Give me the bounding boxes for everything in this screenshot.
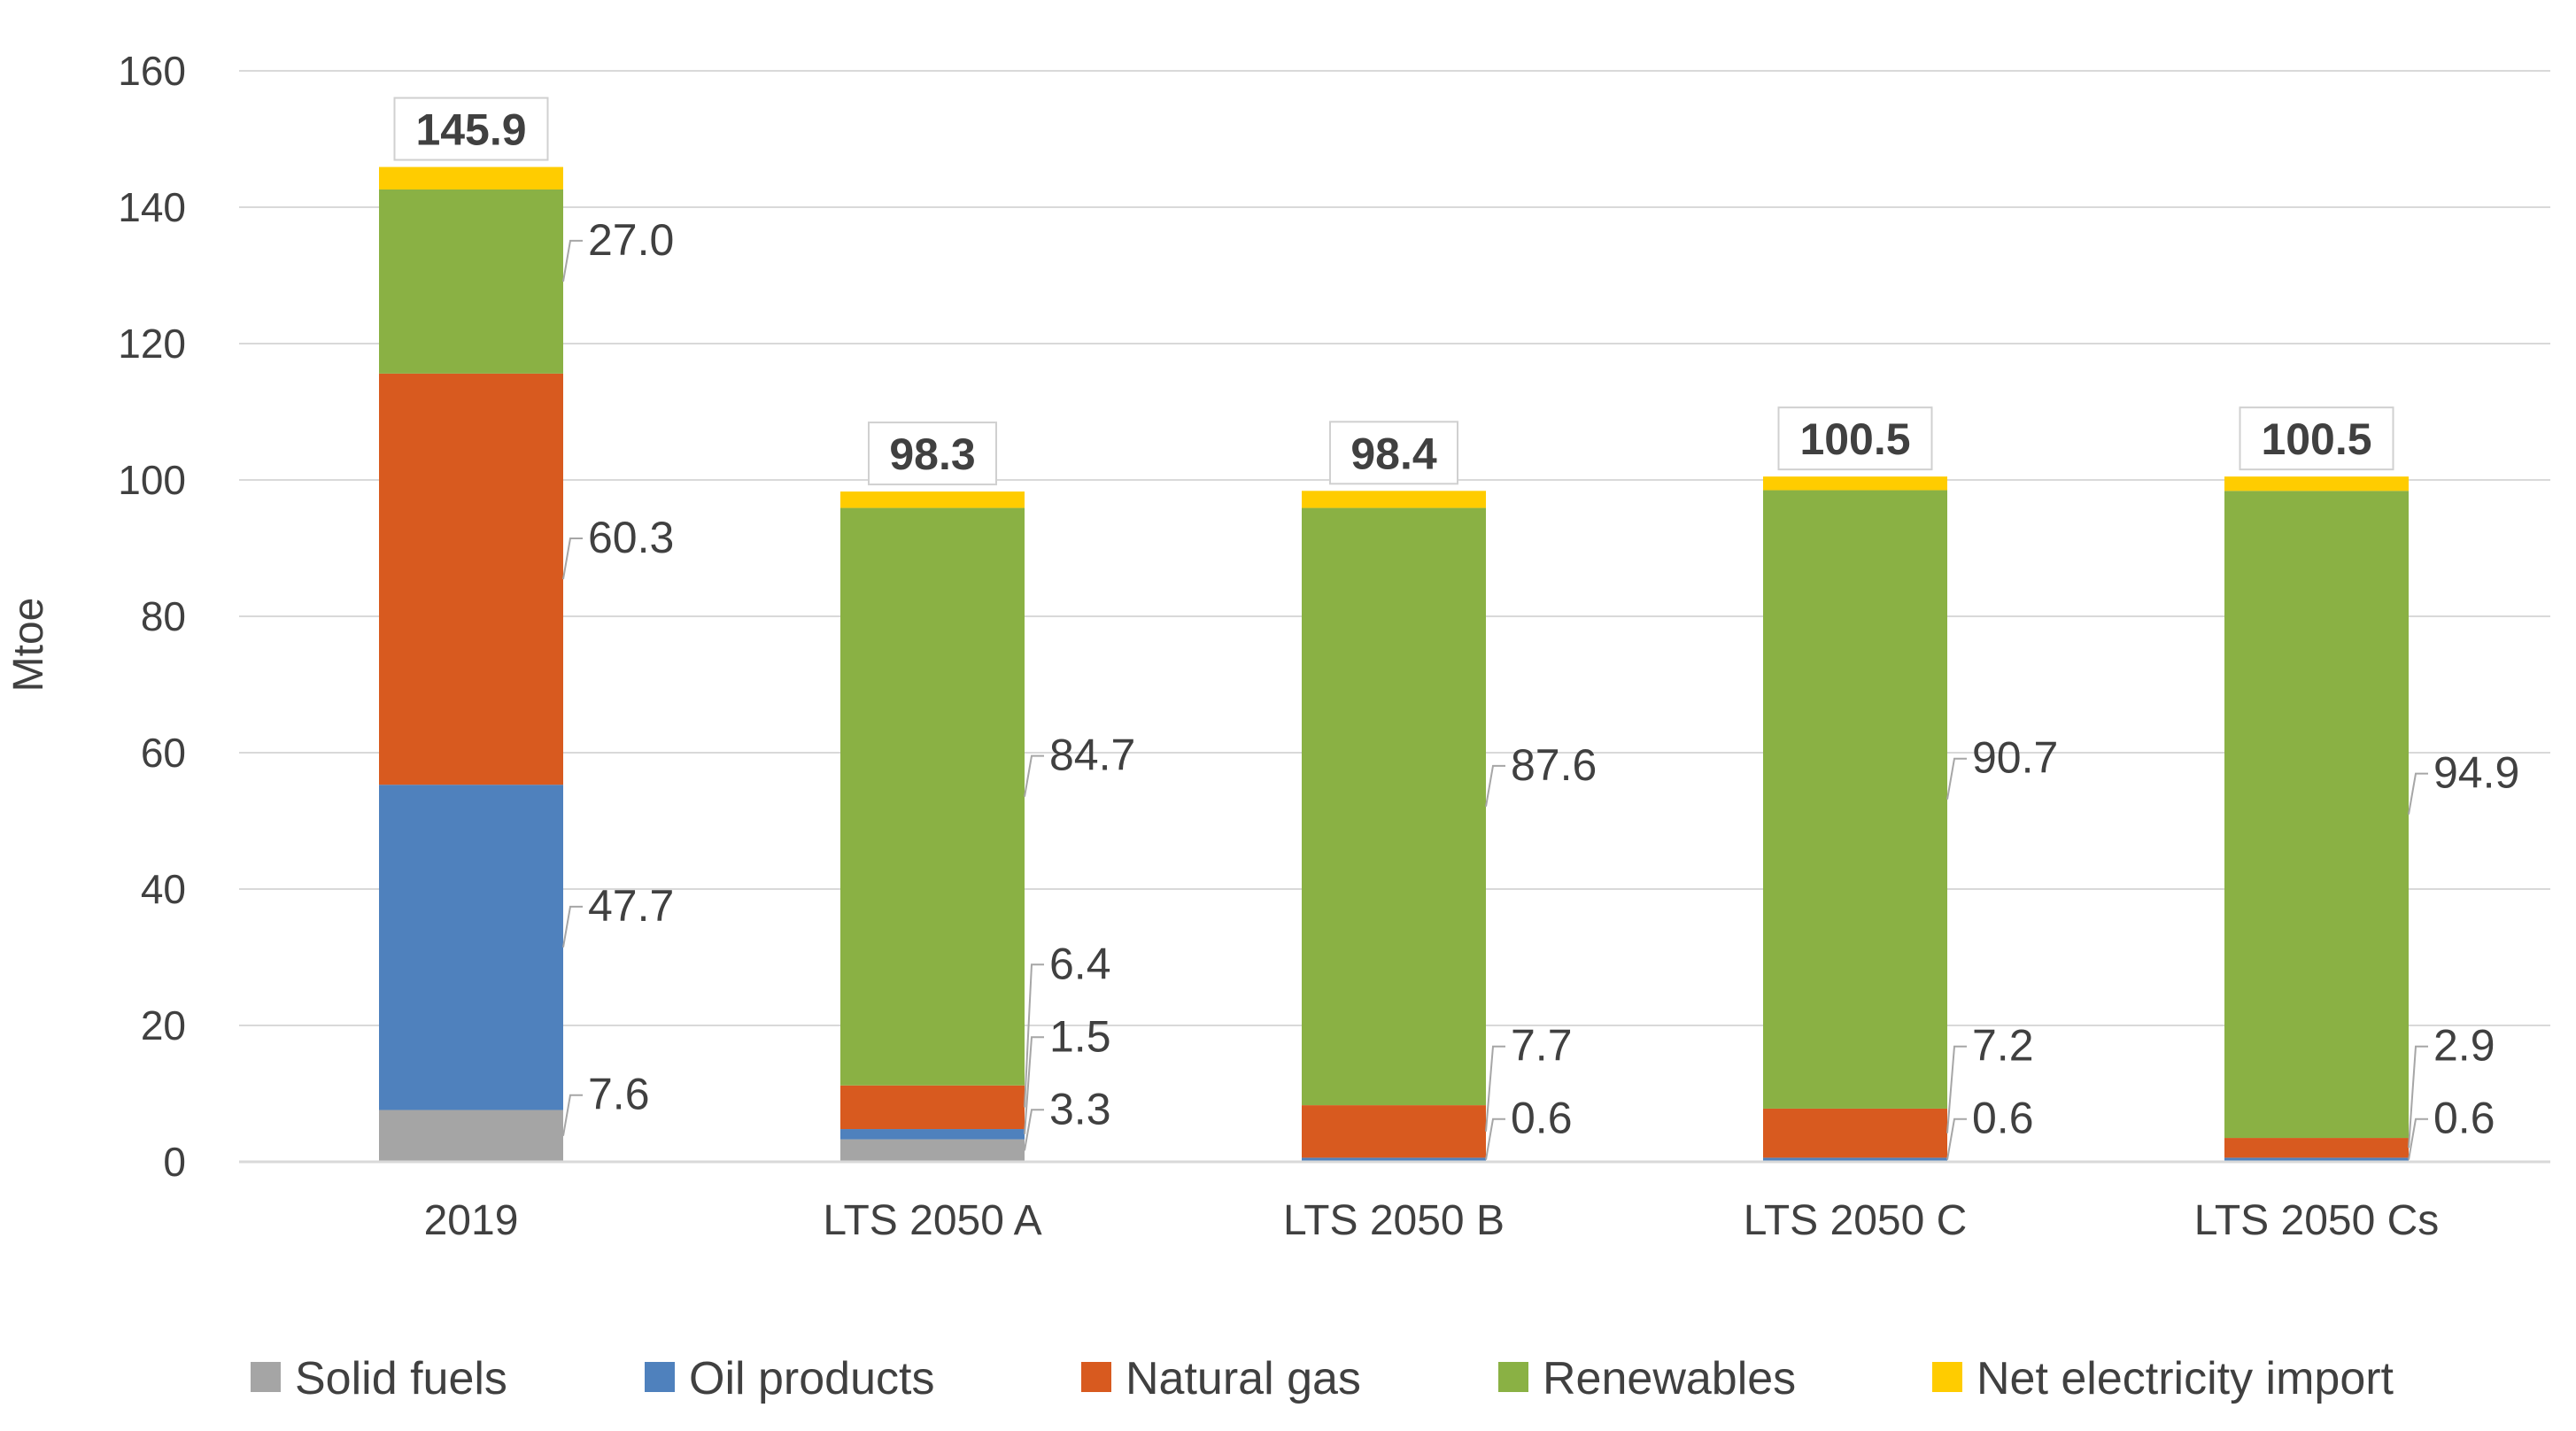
x-category-label: LTS 2050 C [1744, 1197, 1968, 1244]
data-label-leader [1024, 1036, 1044, 1134]
data-label-leader [2408, 1118, 2428, 1160]
y-tick-label: 80 [141, 593, 186, 639]
total-label: 98.4 [1350, 429, 1437, 478]
data-label: 0.6 [1972, 1094, 2034, 1143]
data-label-leader [1946, 1118, 1967, 1160]
total-label-box [2239, 406, 2394, 471]
bar-segment-renewables [1302, 507, 1486, 1106]
data-label-leader [562, 239, 583, 282]
data-label-leader [1946, 757, 1967, 800]
x-category-label: LTS 2050 B [1283, 1197, 1505, 1244]
data-label-leader [1485, 764, 1505, 808]
bar-segment-oil-products [1763, 1157, 1947, 1162]
legend-swatch-natural-gas [1081, 1362, 1111, 1392]
bar-segment-solid-fuels [379, 1110, 563, 1162]
total-label: 100.5 [2261, 414, 2371, 464]
data-label-leader [2408, 1045, 2428, 1149]
y-axis-ticks: 0 20 40 60 80 100 120 140 160 [118, 48, 186, 1185]
bar-segment-oil-products [1302, 1157, 1486, 1162]
data-label: 60.3 [588, 513, 674, 562]
bar-segment-net-electricity-import [2224, 476, 2409, 491]
y-tick-label: 100 [118, 457, 186, 503]
data-label-leader [1485, 1045, 1505, 1132]
data-label: 6.4 [1049, 939, 1111, 988]
data-label: 1.5 [1049, 1011, 1111, 1061]
data-label: 94.9 [2433, 748, 2519, 798]
data-label: 7.7 [1511, 1021, 1573, 1071]
data-label: 7.2 [1972, 1021, 2034, 1071]
legend-label-oil-products: Oil products [689, 1353, 934, 1404]
bar-segment-solid-fuels [840, 1139, 1025, 1162]
total-label: 98.3 [889, 429, 975, 479]
data-label: 2.9 [2433, 1021, 2495, 1071]
x-category-label: LTS 2050 Cs [2194, 1197, 2440, 1244]
bar-segment-renewables [379, 189, 563, 374]
y-tick-label: 20 [141, 1002, 186, 1048]
bar-segment-net-electricity-import [1302, 491, 1486, 508]
data-label: 7.6 [588, 1070, 650, 1119]
bar-segment-renewables [2224, 491, 2409, 1139]
data-label: 3.3 [1049, 1084, 1111, 1133]
legend-swatch-solid-fuels [251, 1362, 281, 1392]
total-label-box [868, 422, 997, 486]
legend: Solid fuels Oil products Natural gas Renewa… [251, 1353, 2394, 1404]
total-label: 145.9 [415, 105, 526, 155]
data-label: 90.7 [1972, 733, 2058, 783]
data-label-leader [1024, 963, 1044, 1108]
bar-segment-net-electricity-import [840, 491, 1025, 508]
x-axis-categories: 2019 LTS 2050 A LTS 2050 B LTS 2050 C LTS 20… [424, 1197, 2440, 1244]
x-category-label: LTS 2050 A [823, 1197, 1041, 1244]
data-label-leader [562, 538, 583, 580]
total-label-box [393, 97, 549, 161]
data-labels: 7.6 47.7 60.3 27.0 3.3 1.5 6.4 84.7 0.6 7.7 87.6 0.… [588, 215, 2519, 1143]
bar-segment-renewables [1763, 490, 1947, 1109]
data-label-leader [1024, 1109, 1044, 1151]
bar-segment-natural-gas [1763, 1108, 1947, 1158]
y-tick-label: 0 [163, 1139, 186, 1185]
legend-swatch-net-electricity-import [1932, 1362, 1962, 1392]
data-label-leader [562, 1094, 583, 1136]
total-label-box [1329, 421, 1458, 485]
bar-segment-natural-gas [1302, 1105, 1486, 1158]
legend-label-natural-gas: Natural gas [1126, 1353, 1361, 1404]
bar-segment-oil-products [840, 1129, 1025, 1140]
y-tick-label: 40 [141, 866, 186, 912]
bar-segment-natural-gas [379, 373, 563, 785]
bar-segment-natural-gas [2224, 1138, 2409, 1158]
legend-label-net-electricity-import: Net electricity import [1976, 1353, 2394, 1404]
total-label-box [1777, 406, 1933, 471]
data-label-leader [1946, 1045, 1967, 1133]
data-label-leader [1024, 754, 1044, 797]
y-axis-label: Mtoe [5, 598, 52, 692]
y-tick-label: 60 [141, 730, 186, 776]
data-label: 47.7 [588, 881, 674, 931]
y-tick-label: 160 [118, 48, 186, 94]
x-category-label: 2019 [424, 1197, 519, 1244]
data-label: 87.6 [1511, 740, 1597, 790]
total-label: 100.5 [1799, 414, 1910, 464]
legend-label-solid-fuels: Solid fuels [295, 1353, 507, 1404]
data-label: 0.6 [1511, 1094, 1573, 1143]
bar-segment-oil-products [379, 785, 563, 1110]
bar-segment-natural-gas [840, 1085, 1025, 1130]
leader-lines [562, 239, 2428, 1160]
legend-label-renewables: Renewables [1543, 1353, 1796, 1404]
legend-swatch-renewables [1498, 1362, 1528, 1392]
data-label-leader [2408, 772, 2428, 815]
data-label: 84.7 [1049, 731, 1135, 780]
data-label: 0.6 [2433, 1094, 2495, 1143]
bar-segment-net-electricity-import [1763, 476, 1947, 491]
bars [379, 166, 2409, 1162]
bar-segment-net-electricity-import [379, 166, 563, 190]
bar-segment-renewables [840, 507, 1025, 1086]
total-labels: 145.9 98.3 98.4 100.5 100.5 [393, 97, 2394, 486]
y-tick-label: 120 [118, 321, 186, 367]
data-label: 27.0 [588, 215, 674, 265]
bar-segment-oil-products [2224, 1157, 2409, 1162]
legend-swatch-oil-products [645, 1362, 675, 1392]
data-label-leader [1485, 1118, 1505, 1160]
data-label-leader [562, 905, 583, 948]
y-tick-label: 140 [118, 184, 186, 230]
